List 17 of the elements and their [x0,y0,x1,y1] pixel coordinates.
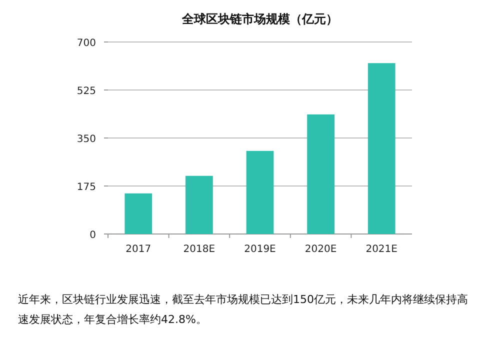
bar [124,193,152,234]
x-tick-label: 2020E [304,244,337,255]
x-tick-label: 2019E [244,244,276,255]
chart-title: 全球区块链市场规模（亿元） [181,12,338,26]
y-tick-label: 350 [76,134,96,145]
bar [186,176,213,234]
x-tick-label: 2021E [366,244,398,255]
y-tick-label: 525 [76,86,96,97]
y-tick-label: 0 [90,230,96,241]
text: 近年来，区块链行业发展迅速，截至去年市场规模已达到150亿元，未来几年内将继续保持高速发展状态，年复合增长率约42.8%。 [18,292,469,328]
bar [368,63,396,234]
y-tick-label: 175 [76,182,96,193]
bar [246,150,274,234]
y-tick-label: 700 [76,38,96,49]
x-tick-label: 2017 [126,244,152,255]
bar [307,114,334,234]
x-tick-label: 2018E [183,244,216,255]
